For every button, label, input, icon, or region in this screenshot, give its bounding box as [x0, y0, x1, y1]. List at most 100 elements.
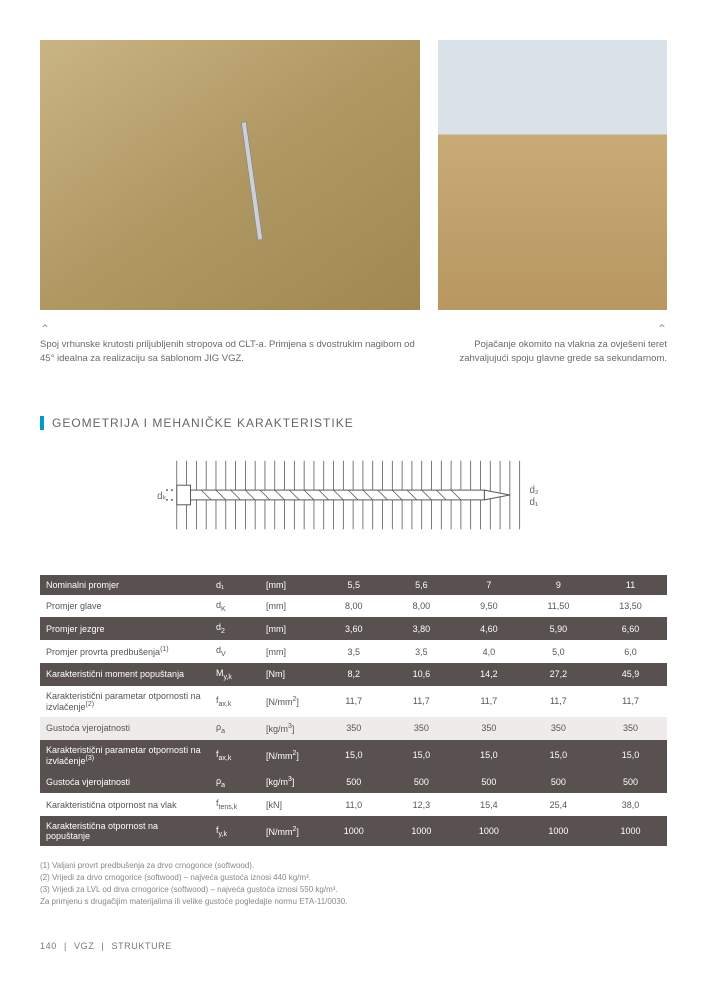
svg-text:d₂: d₂ — [530, 485, 539, 496]
cell-unit: [mm] — [260, 617, 320, 640]
cell-val: 11,0 — [320, 793, 388, 816]
image-row — [40, 40, 667, 310]
th-v4: 9 — [523, 575, 594, 595]
section-heading: GEOMETRIJA I MEHANIČKE KARAKTERISTIKE — [40, 416, 667, 430]
brand-name: VGZ — [74, 941, 94, 951]
cell-val: 25,4 — [523, 793, 594, 816]
cell-val: 11,7 — [594, 686, 667, 717]
cell-val: 11,7 — [455, 686, 523, 717]
footnotes: (1) Valjani provrt predbušenja za drvo c… — [40, 860, 667, 908]
cell-val: 8,00 — [388, 595, 456, 618]
cell-val: 500 — [320, 771, 388, 794]
cell-val: 3,80 — [388, 617, 456, 640]
cell-val: 1000 — [523, 816, 594, 846]
caption-left: Spoj vrhunske krutosti priljubljenih str… — [40, 338, 420, 366]
cell-val: 3,5 — [320, 640, 388, 663]
footnote-4: Za primjenu s drugačijim materijalima il… — [40, 896, 667, 908]
cell-sym: ftens,k — [210, 793, 260, 816]
th-label: Nominalni promjer — [40, 575, 210, 595]
th-unit: [mm] — [260, 575, 320, 595]
cell-unit: [N/mm2] — [260, 816, 320, 846]
cell-val: 15,0 — [523, 740, 594, 771]
cell-val: 45,9 — [594, 663, 667, 686]
cell-unit: [N/mm2] — [260, 740, 320, 771]
caption-right: Pojačanje okomito na vlakna za ovješeni … — [438, 338, 667, 366]
cell-val: 5,90 — [523, 617, 594, 640]
cell-label: Promjer jezgre — [40, 617, 210, 640]
cell-val: 3,60 — [320, 617, 388, 640]
cell-val: 5,0 — [523, 640, 594, 663]
cell-val: 350 — [455, 717, 523, 740]
th-v5: 11 — [594, 575, 667, 595]
cell-val: 500 — [455, 771, 523, 794]
cell-val: 15,4 — [455, 793, 523, 816]
footnote-2: (2) Vrijedi za drvo crnogorice (softwood… — [40, 872, 667, 884]
th-v2: 5,6 — [388, 575, 456, 595]
cell-val: 500 — [388, 771, 456, 794]
cell-val: 6,0 — [594, 640, 667, 663]
cell-val: 1000 — [388, 816, 456, 846]
cell-unit: [Nm] — [260, 663, 320, 686]
cell-val: 1000 — [320, 816, 388, 846]
cell-val: 10,6 — [388, 663, 456, 686]
cell-sym: d2 — [210, 617, 260, 640]
spec-table: Nominalni promjer d₁ [mm] 5,5 5,6 7 9 11… — [40, 575, 667, 847]
cell-sym: dK — [210, 595, 260, 618]
image-right — [438, 40, 667, 310]
screw-diagram: dₖ d₂ d₁ — [118, 455, 588, 535]
cell-val: 38,0 — [594, 793, 667, 816]
cell-val: 8,2 — [320, 663, 388, 686]
cell-val: 6,60 — [594, 617, 667, 640]
cell-val: 15,0 — [320, 740, 388, 771]
th-v3: 7 — [455, 575, 523, 595]
caret-up-icon: ⌃ — [40, 322, 420, 336]
th-sym: d₁ — [210, 575, 260, 595]
image-left — [40, 40, 420, 310]
cell-sym: ρa — [210, 771, 260, 794]
section-name: STRUKTURE — [111, 941, 171, 951]
cell-val: 11,50 — [523, 595, 594, 618]
table-row: Gustoća vjerojatnostiρa[kg/m3]3503503503… — [40, 717, 667, 740]
cell-unit: [kg/m3] — [260, 771, 320, 794]
page-number: 140 — [40, 941, 57, 951]
cell-label: Gustoća vjerojatnosti — [40, 717, 210, 740]
cell-unit: [mm] — [260, 640, 320, 663]
cell-unit: [kN] — [260, 793, 320, 816]
cell-val: 350 — [388, 717, 456, 740]
cell-unit: [mm] — [260, 595, 320, 618]
cell-val: 500 — [594, 771, 667, 794]
caret-up-icon: ⌃ — [438, 322, 667, 336]
footnote-1: (1) Valjani provrt predbušenja za drvo c… — [40, 860, 667, 872]
table-row: Karakteristični parametar otpornosti na … — [40, 686, 667, 717]
captions-row: ⌃ Spoj vrhunske krutosti priljubljenih s… — [40, 318, 667, 366]
cell-label: Karakteristični parametar otpornosti na … — [40, 740, 210, 771]
cell-val: 11,7 — [320, 686, 388, 717]
cell-val: 12,3 — [388, 793, 456, 816]
photo-beam-reinforcement — [438, 40, 667, 310]
cell-sym: fy,k — [210, 816, 260, 846]
cell-val: 4,60 — [455, 617, 523, 640]
svg-text:d₁: d₁ — [530, 496, 539, 507]
cell-val: 15,0 — [388, 740, 456, 771]
cell-sym: ρa — [210, 717, 260, 740]
cell-label: Karakteristični parametar otpornosti na … — [40, 686, 210, 717]
cell-label: Gustoća vjerojatnosti — [40, 771, 210, 794]
table-row: Promjer glavedK[mm]8,008,009,5011,5013,5… — [40, 595, 667, 618]
page-footer: 140 | VGZ | STRUKTURE — [40, 936, 667, 951]
accent-bar-icon — [40, 416, 44, 430]
photo-screw-clt — [40, 40, 420, 310]
cell-label: Promjer provrta predbušenja(1) — [40, 640, 210, 663]
footnote-3: (3) Vrijedi za LVL od drva crnogorice (s… — [40, 884, 667, 896]
cell-val: 3,5 — [388, 640, 456, 663]
cell-sym: fax,k — [210, 686, 260, 717]
cell-val: 350 — [594, 717, 667, 740]
cell-val: 8,00 — [320, 595, 388, 618]
cell-val: 14,2 — [455, 663, 523, 686]
table-row: Gustoća vjerojatnostiρa[kg/m3]5005005005… — [40, 771, 667, 794]
table-row: Karakteristični moment popuštanjaMy,k[Nm… — [40, 663, 667, 686]
table-header-row: Nominalni promjer d₁ [mm] 5,5 5,6 7 9 11 — [40, 575, 667, 595]
table-row: Karakteristični parametar otpornosti na … — [40, 740, 667, 771]
cell-unit: [N/mm2] — [260, 686, 320, 717]
svg-text:dₖ: dₖ — [158, 490, 168, 501]
cell-val: 1000 — [594, 816, 667, 846]
